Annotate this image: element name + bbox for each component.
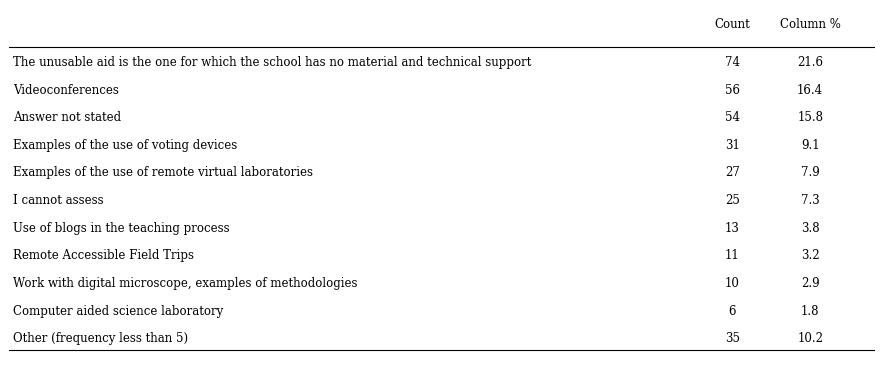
Text: 15.8: 15.8 <box>797 111 823 124</box>
Text: 9.1: 9.1 <box>801 139 819 152</box>
Text: Examples of the use of voting devices: Examples of the use of voting devices <box>13 139 238 152</box>
Text: 21.6: 21.6 <box>797 56 823 69</box>
Text: 25: 25 <box>725 194 740 207</box>
Text: 3.2: 3.2 <box>801 249 819 262</box>
Text: Videoconferences: Videoconferences <box>13 84 119 96</box>
Text: 1.8: 1.8 <box>801 305 819 318</box>
Text: 13: 13 <box>725 222 740 235</box>
Text: Remote Accessible Field Trips: Remote Accessible Field Trips <box>13 249 194 262</box>
Text: Use of blogs in the teaching process: Use of blogs in the teaching process <box>13 222 230 235</box>
Text: 7.9: 7.9 <box>801 166 819 179</box>
Text: 10: 10 <box>725 277 740 290</box>
Text: Count: Count <box>714 18 751 31</box>
Text: 31: 31 <box>725 139 740 152</box>
Text: 54: 54 <box>725 111 740 124</box>
Text: Answer not stated: Answer not stated <box>13 111 121 124</box>
Text: 35: 35 <box>725 332 740 345</box>
Text: The unusable aid is the one for which the school has no material and technical s: The unusable aid is the one for which th… <box>13 56 531 69</box>
Text: 2.9: 2.9 <box>801 277 819 290</box>
Text: 3.8: 3.8 <box>801 222 819 235</box>
Text: Other (frequency less than 5): Other (frequency less than 5) <box>13 332 188 345</box>
Text: 56: 56 <box>725 84 740 96</box>
Text: 10.2: 10.2 <box>797 332 823 345</box>
Text: Examples of the use of remote virtual laboratories: Examples of the use of remote virtual la… <box>13 166 313 179</box>
Text: Computer aided science laboratory: Computer aided science laboratory <box>13 305 224 318</box>
Text: 27: 27 <box>725 166 740 179</box>
Text: Work with digital microscope, examples of methodologies: Work with digital microscope, examples o… <box>13 277 358 290</box>
Text: 6: 6 <box>728 305 736 318</box>
Text: 7.3: 7.3 <box>801 194 819 207</box>
Text: I cannot assess: I cannot assess <box>13 194 103 207</box>
Text: 11: 11 <box>725 249 740 262</box>
Text: 74: 74 <box>725 56 740 69</box>
Text: Column %: Column % <box>780 18 841 31</box>
Text: 16.4: 16.4 <box>797 84 823 96</box>
